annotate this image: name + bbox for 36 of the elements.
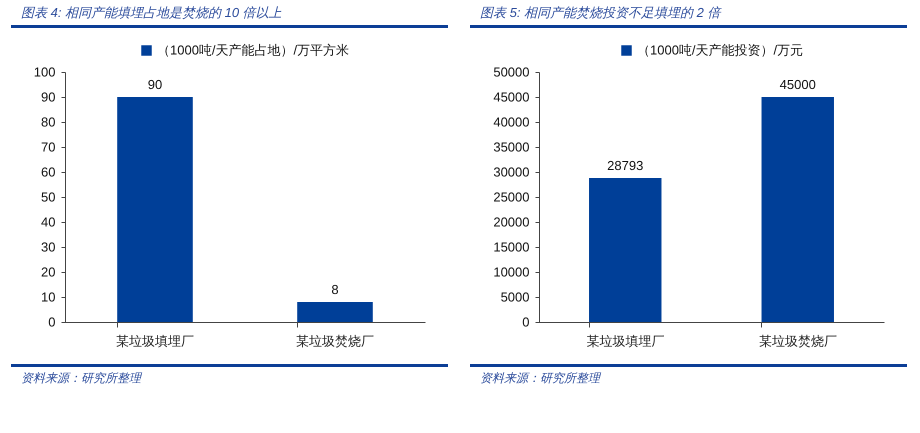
y-tick-label: 25000 [493, 190, 530, 204]
x-tick-label: 某垃圾焚烧厂 [296, 334, 374, 348]
y-tick-label: 50 [41, 190, 56, 204]
y-tick-label: 10000 [493, 264, 530, 280]
chart-title: 图表 5: 相同产能焚烧投资不足填埋的 2 倍 [480, 4, 721, 22]
x-tick-label: 某垃圾焚烧厂 [758, 334, 837, 348]
chart-title: 图表 4: 相同产能填埋占地是焚烧的 10 倍以上 [21, 4, 282, 22]
data-label: 8 [331, 282, 339, 297]
text: 资料来源：研究所整理 [480, 370, 600, 387]
y-tick-label: 10 [41, 290, 56, 304]
y-tick-label: 100 [34, 64, 56, 80]
y-tick-label: 70 [41, 140, 56, 154]
data-label: 45000 [780, 77, 816, 92]
legend-label: （1000吨/天产能占地）/万平方米 [157, 42, 350, 58]
legend-label: （1000吨/天产能投资）/万元 [637, 42, 804, 58]
y-tick-label: 45000 [493, 90, 530, 104]
y-tick-label: 40000 [493, 114, 530, 130]
y-tick-label: 60 [41, 164, 56, 180]
data-label: 28793 [607, 158, 644, 174]
x-tick-label: 某垃圾填埋厂 [116, 334, 194, 348]
y-tick-label: 20 [41, 264, 56, 280]
y-tick-label: 5000 [500, 290, 530, 304]
y-tick-label: 15000 [493, 240, 530, 254]
x-tick-label: 某垃圾填埋厂 [586, 334, 664, 348]
data-label: 90 [148, 77, 162, 92]
y-tick-label: 0 [48, 314, 56, 330]
y-tick-label: 90 [41, 90, 56, 104]
y-tick-label: 30 [41, 240, 56, 254]
y-tick-label: 0 [522, 314, 530, 330]
y-tick-label: 20000 [493, 214, 530, 230]
y-tick-label: 40 [41, 214, 56, 230]
y-tick-label: 80 [41, 114, 56, 130]
y-tick-label: 30000 [493, 164, 530, 180]
y-tick-label: 35000 [493, 140, 530, 154]
text: 资料来源：研究所整理 [21, 370, 141, 387]
y-tick-label: 50000 [493, 64, 530, 80]
